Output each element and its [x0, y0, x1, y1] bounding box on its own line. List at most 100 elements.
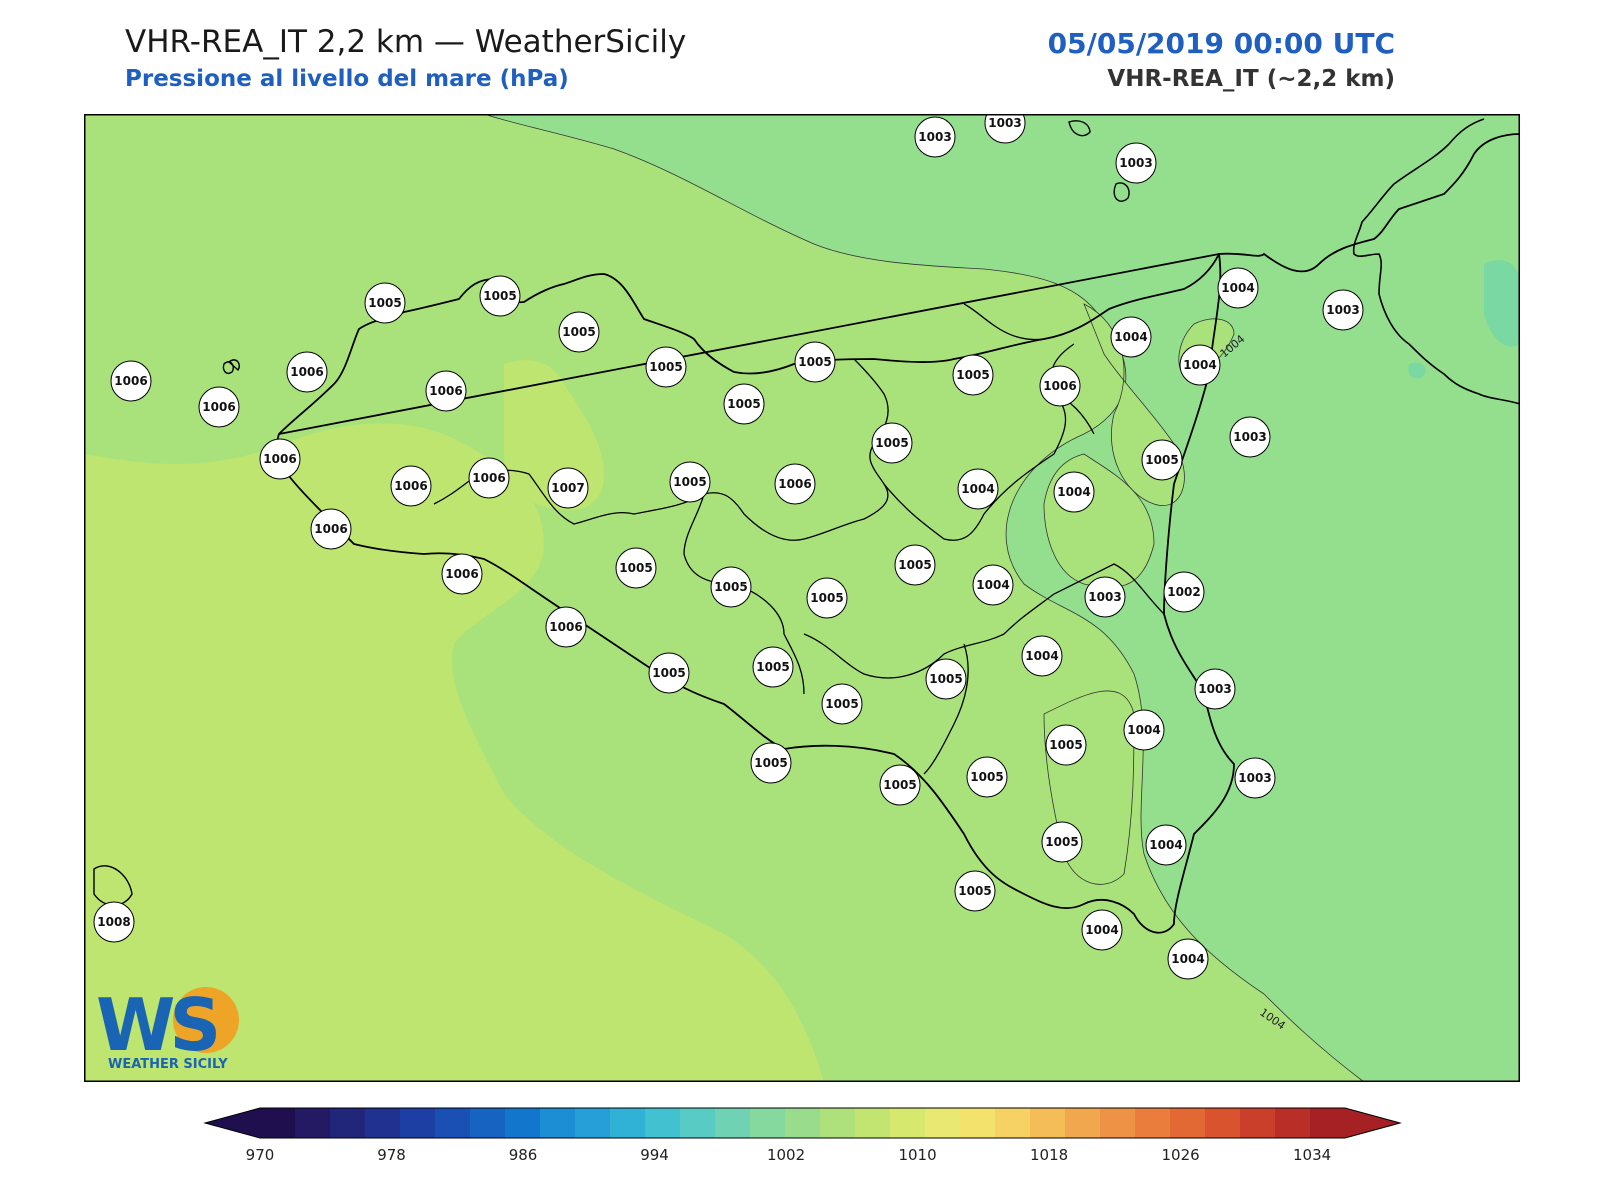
field-1002-east-b — [1408, 362, 1426, 379]
station-marker: 1005 — [879, 764, 921, 806]
station-marker: 1006 — [545, 606, 587, 648]
colorbar-tick-label: 994 — [640, 1146, 669, 1164]
station-circle — [1163, 571, 1205, 613]
station-circle — [1053, 471, 1095, 513]
station-circle — [390, 465, 432, 507]
map-subtitle: Pressione al livello del mare (hPa) — [125, 66, 569, 92]
station-circle — [894, 544, 936, 586]
station-circle — [669, 461, 711, 503]
field-1004-north — [483, 114, 1520, 1082]
colorbar-swatch — [995, 1108, 1031, 1138]
station-value: 1005 — [368, 296, 401, 310]
colorbar-swatch — [1310, 1108, 1346, 1138]
station-marker: 1004 — [1145, 824, 1187, 866]
map-model: VHR-REA_IT (~2,2 km) — [1107, 66, 1395, 92]
station-value: 1005 — [956, 368, 989, 382]
station-value: 1005 — [1049, 738, 1082, 752]
station-circle — [558, 311, 600, 353]
station-value: 1005 — [1045, 835, 1078, 849]
station-circle — [1217, 267, 1259, 309]
colorbar-swatch — [1135, 1108, 1171, 1138]
station-circle — [1194, 668, 1236, 710]
colorbar-swatch — [1100, 1108, 1136, 1138]
station-value: 1004 — [1114, 330, 1147, 344]
colorbar-swatch — [330, 1108, 366, 1138]
station-value: 1003 — [1088, 590, 1121, 604]
station-value: 1005 — [714, 580, 747, 594]
station-value: 1002 — [1167, 585, 1200, 599]
station-value: 1004 — [1171, 952, 1204, 966]
station-marker: 1004 — [1021, 635, 1063, 677]
pressure-colorbar: 970 978 986 994 1002 1010 1018 1026 1034 — [203, 1107, 1402, 1164]
station-marker: 1005 — [1041, 821, 1083, 863]
station-marker: 1005 — [669, 461, 711, 503]
station-circle — [479, 275, 521, 317]
colorbar-swatch — [295, 1108, 331, 1138]
station-circle — [821, 683, 863, 725]
station-circle — [259, 438, 301, 480]
station-marker: 1005 — [1141, 439, 1183, 481]
station-marker: 1005 — [966, 756, 1008, 798]
station-circle — [545, 606, 587, 648]
station-marker: 1004 — [1081, 909, 1123, 951]
station-circle — [1115, 142, 1157, 184]
station-circle — [1141, 439, 1183, 481]
colorbar-tick-label: 986 — [509, 1146, 538, 1164]
station-marker: 1003 — [914, 116, 956, 158]
station-value: 1004 — [1221, 281, 1254, 295]
station-marker: 1005 — [479, 275, 521, 317]
station-marker: 1005 — [645, 346, 687, 388]
station-value: 1005 — [883, 778, 916, 792]
station-marker: 1006 — [441, 553, 483, 595]
station-value: 1005 — [798, 355, 831, 369]
colorbar-min-arrow — [205, 1108, 260, 1138]
station-value: 1004 — [976, 578, 1009, 592]
station-marker: 1006 — [259, 438, 301, 480]
station-marker: 1004 — [1167, 938, 1209, 980]
station-circle — [972, 564, 1014, 606]
station-circle — [441, 553, 483, 595]
island-pantelleria — [93, 865, 133, 906]
station-value: 1006 — [472, 471, 505, 485]
station-value: 1006 — [290, 365, 323, 379]
station-marker: 1004 — [957, 468, 999, 510]
station-marker: 1006 — [1039, 365, 1081, 407]
colorbar-swatch — [750, 1108, 786, 1138]
station-circle — [1045, 724, 1087, 766]
station-circle — [1039, 365, 1081, 407]
colorbar-swatch — [610, 1108, 646, 1138]
station-value: 1006 — [314, 522, 347, 536]
station-circle — [425, 370, 467, 412]
colorbar-tick-label: 970 — [246, 1146, 275, 1164]
colorbar-swatch — [960, 1108, 996, 1138]
pressure-map: 1004 1004 1003 1003 1003 1004 1003 1005 1005 10… — [84, 114, 1520, 1082]
station-marker: 1005 — [723, 383, 765, 425]
station-marker: 1006 — [286, 351, 328, 393]
station-value: 1004 — [1085, 923, 1118, 937]
station-value: 1004 — [961, 482, 994, 496]
station-circle — [1229, 416, 1271, 458]
station-circle — [1084, 576, 1126, 618]
station-value: 1003 — [1119, 156, 1152, 170]
colorbar-swatch — [1170, 1108, 1206, 1138]
station-value: 1004 — [1127, 723, 1160, 737]
station-circle — [547, 467, 589, 509]
station-circle — [648, 652, 690, 694]
station-value: 1006 — [394, 479, 427, 493]
station-marker: 1003 — [984, 114, 1026, 144]
station-circle — [806, 577, 848, 619]
station-value: 1006 — [263, 452, 296, 466]
station-circle — [952, 354, 994, 396]
field-1002-east — [1484, 260, 1520, 347]
station-marker: 1006 — [390, 465, 432, 507]
station-value: 1003 — [1198, 682, 1231, 696]
colorbar-swatch — [680, 1108, 716, 1138]
station-marker: 1005 — [558, 311, 600, 353]
colorbar-swatch — [505, 1108, 541, 1138]
station-value: 1004 — [1149, 838, 1182, 852]
station-circle — [723, 383, 765, 425]
station-circle — [914, 116, 956, 158]
island-stromboli — [1113, 182, 1130, 202]
colorbar-tick-label: 1034 — [1293, 1146, 1331, 1164]
colorbar-tick-label: 1010 — [898, 1146, 936, 1164]
